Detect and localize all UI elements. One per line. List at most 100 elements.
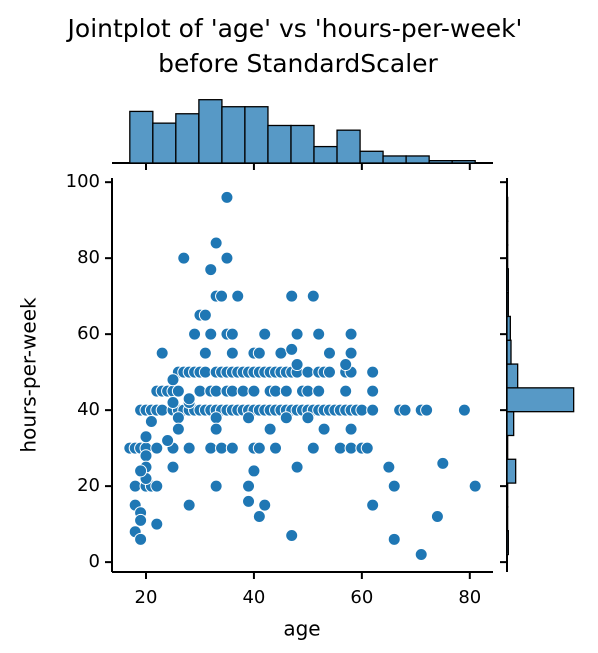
point <box>166 373 180 387</box>
point <box>274 346 288 360</box>
hist-bar <box>506 363 519 389</box>
point <box>236 384 250 398</box>
point <box>398 403 412 417</box>
point <box>252 510 266 524</box>
point <box>188 327 202 341</box>
point <box>193 384 207 398</box>
point <box>252 346 266 360</box>
x-tick-label: 60 <box>350 587 373 608</box>
point <box>269 384 283 398</box>
point <box>290 358 304 372</box>
point <box>301 384 315 398</box>
point <box>339 358 353 372</box>
point <box>209 411 223 425</box>
point <box>161 434 175 448</box>
point <box>225 384 239 398</box>
point <box>258 498 272 512</box>
hist-bar <box>405 155 430 164</box>
point <box>468 479 482 493</box>
hist-bar <box>382 155 407 164</box>
point <box>220 251 234 265</box>
point <box>436 456 450 470</box>
point <box>269 441 283 455</box>
chart-title: before StandardScaler <box>158 49 438 78</box>
point <box>344 422 358 436</box>
y-axis-label: hours-per-week <box>17 297 41 453</box>
y-tick-label: 40 <box>77 399 100 420</box>
point <box>339 384 353 398</box>
hist-bar <box>506 506 509 532</box>
hist-bar <box>506 291 509 318</box>
hist-bar <box>506 268 509 294</box>
point <box>301 411 315 425</box>
hist-bar <box>244 106 269 164</box>
point <box>225 327 239 341</box>
point <box>290 327 304 341</box>
point <box>263 422 277 436</box>
hist-bar <box>129 110 154 164</box>
point <box>322 365 336 379</box>
point <box>414 548 428 562</box>
point <box>306 289 320 303</box>
x-tick-label: 20 <box>135 587 158 608</box>
point <box>322 346 336 360</box>
point <box>150 479 164 493</box>
hist-bar <box>359 150 384 164</box>
point <box>387 532 401 546</box>
point <box>225 441 239 455</box>
point <box>182 392 196 406</box>
x-tick-label: 80 <box>458 587 481 608</box>
hist-bar <box>152 122 177 164</box>
point <box>317 422 331 436</box>
point <box>285 289 299 303</box>
point <box>198 365 212 379</box>
point <box>198 308 212 322</box>
point <box>252 441 266 455</box>
point <box>430 510 444 524</box>
point <box>247 384 261 398</box>
point <box>204 263 218 277</box>
point <box>344 346 358 360</box>
hist-bar <box>506 482 509 508</box>
point <box>242 479 256 493</box>
point <box>139 430 153 444</box>
point <box>166 460 180 474</box>
point <box>155 346 169 360</box>
point <box>171 422 185 436</box>
point <box>355 403 369 417</box>
point <box>306 441 320 455</box>
point <box>198 346 212 360</box>
hist-bar <box>336 129 361 164</box>
point <box>225 346 239 360</box>
point <box>144 415 158 429</box>
point <box>290 460 304 474</box>
point <box>134 513 148 527</box>
hist-bar <box>290 124 315 164</box>
point <box>301 365 315 379</box>
hist-bar <box>221 106 246 164</box>
point <box>285 529 299 543</box>
point <box>366 384 380 398</box>
point <box>209 384 223 398</box>
point <box>209 422 223 436</box>
hist-bar <box>506 339 512 365</box>
point <box>360 441 374 455</box>
point <box>139 449 153 463</box>
point <box>279 411 293 425</box>
point <box>382 460 396 474</box>
point <box>220 190 234 204</box>
y-tick-label: 20 <box>77 475 100 496</box>
hist-bar <box>506 458 517 484</box>
point <box>366 498 380 512</box>
point <box>204 441 218 455</box>
point <box>150 517 164 531</box>
point <box>150 441 164 455</box>
point <box>344 327 358 341</box>
x-axis-label: age <box>283 617 320 641</box>
point <box>387 479 401 493</box>
y-tick-label: 60 <box>77 323 100 344</box>
point <box>312 327 326 341</box>
hist-bar <box>506 434 509 460</box>
point <box>209 236 223 250</box>
point <box>177 251 191 265</box>
